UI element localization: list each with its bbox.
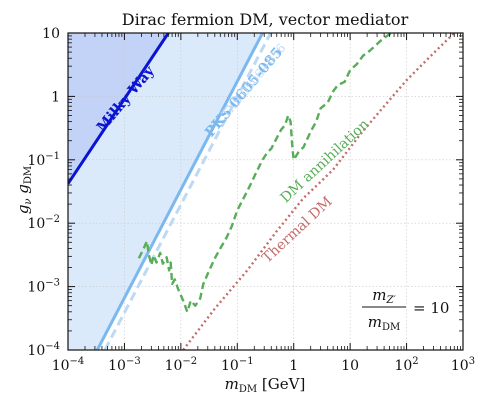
x-tick-label: 10−3: [108, 356, 141, 374]
thermal-dm-line: [182, 33, 456, 350]
x-tick-label: 1: [289, 358, 298, 374]
y-tick-label: 10−3: [27, 278, 60, 296]
svg-text:mZ′: mZ′: [372, 286, 396, 306]
milky-way-line: [68, 33, 170, 185]
chart-title: Dirac fermion DM, vector mediator: [122, 10, 409, 29]
y-tick-label: 10−4: [27, 341, 60, 359]
txs-0506-056-line: [103, 33, 272, 350]
mass-ratio-annotation: mZ′ mDM = 10: [362, 286, 449, 333]
y-tick-label: 1: [51, 89, 60, 105]
milky-way-region: [68, 33, 169, 350]
svg-text:= 10: = 10: [413, 299, 449, 317]
x-tick-label: 103: [451, 356, 475, 374]
x-tick-label: 10: [341, 358, 359, 374]
x-axis-label: mDM [GeV]: [225, 375, 306, 395]
thermal-dm-label: Thermal DM: [259, 194, 335, 267]
y-tick-label: 10−2: [27, 214, 60, 232]
x-tick-label: 10−2: [165, 356, 198, 374]
y-tick-label: 10: [42, 26, 60, 42]
y-tick-label: 10−1: [27, 151, 60, 169]
pks-0605-085-line: [95, 33, 264, 350]
plot-area: [68, 33, 463, 350]
dm-annihilation-line: [137, 33, 393, 314]
y-axis-label: gν gDM: [14, 166, 34, 214]
x-tick-label: 10−4: [52, 356, 85, 374]
x-tick-label: 10−1: [221, 356, 254, 374]
axis-ticks: 10−4 10−3 10−2 10−1 1 10 102 103 10−4 10−3 10−2 10−…: [27, 26, 475, 374]
plot-frame: [67, 32, 464, 351]
svg-text:mDM: mDM: [368, 313, 401, 333]
x-tick-label: 102: [394, 356, 418, 374]
